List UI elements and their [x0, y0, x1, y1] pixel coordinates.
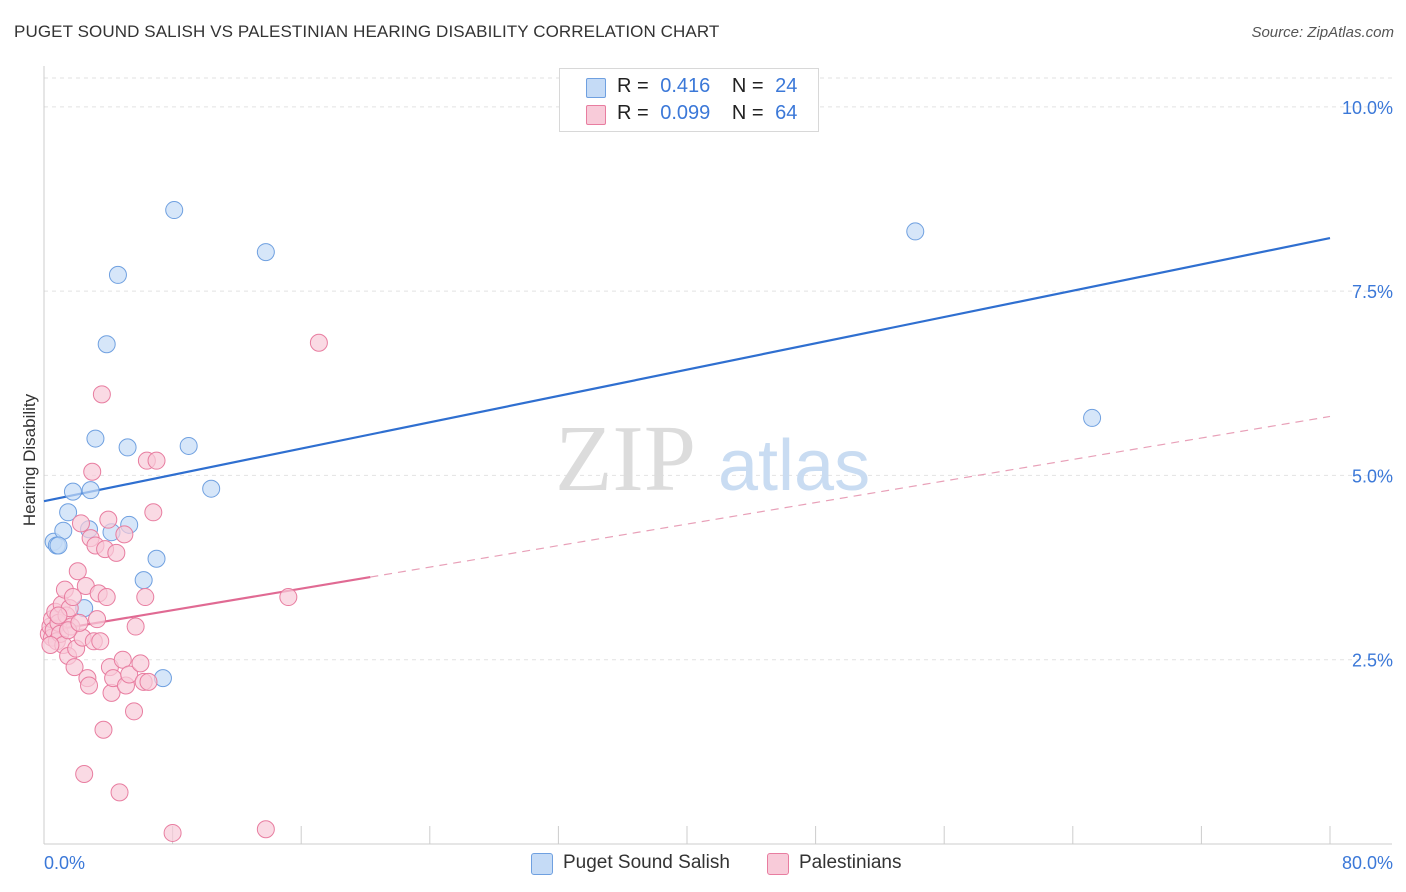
point-palestinians	[97, 588, 116, 607]
point-palestinians	[110, 783, 129, 802]
point-puget-sound-salish	[81, 481, 100, 500]
point-palestinians	[125, 702, 144, 721]
point-palestinians	[65, 658, 84, 677]
point-palestinians	[279, 588, 298, 607]
point-puget-sound-salish	[86, 429, 105, 448]
bottom-legend-label-palestinians: Palestinians	[799, 852, 902, 873]
point-palestinians	[309, 333, 328, 352]
point-palestinians	[107, 543, 126, 562]
legend-r-label: R =	[617, 75, 649, 97]
point-puget-sound-salish	[63, 482, 82, 501]
point-puget-sound-salish	[1083, 408, 1102, 427]
point-puget-sound-salish	[49, 536, 68, 555]
y-tick-label: 10.0%	[1342, 98, 1393, 118]
stats-legend: R = 0.416 N = 24 R = 0.099 N = 64	[559, 68, 819, 132]
point-palestinians	[41, 635, 60, 654]
point-palestinians	[88, 610, 107, 629]
point-puget-sound-salish	[118, 438, 137, 457]
point-puget-sound-salish	[906, 222, 925, 241]
point-palestinians	[83, 462, 102, 481]
chart-title: PUGET SOUND SALISH VS PALESTINIAN HEARIN…	[14, 22, 720, 41]
y-tick-label: 7.5%	[1352, 282, 1393, 302]
point-palestinians	[126, 617, 145, 636]
source-label: Source: ZipAtlas.com	[1251, 24, 1394, 41]
point-palestinians	[71, 514, 90, 533]
data-points	[39, 201, 1102, 842]
point-palestinians	[163, 823, 182, 842]
point-puget-sound-salish	[97, 335, 116, 354]
point-palestinians	[49, 606, 68, 625]
point-palestinians	[94, 720, 113, 739]
point-palestinians	[63, 588, 82, 607]
point-palestinians	[75, 764, 94, 783]
x-tick-label: 0.0%	[44, 853, 85, 873]
point-palestinians	[131, 654, 150, 673]
grid-lines	[44, 77, 1392, 661]
point-puget-sound-salish	[179, 436, 198, 455]
legend-n-value: 64	[775, 102, 798, 124]
point-palestinians	[99, 510, 118, 529]
point-palestinians	[115, 525, 134, 544]
point-puget-sound-salish	[134, 571, 153, 590]
point-palestinians	[139, 672, 158, 691]
point-palestinians	[120, 665, 139, 684]
tick-labels: 2.5% 5.0% 7.5% 10.0% 0.0% 80.0%	[44, 98, 1393, 873]
point-palestinians	[80, 676, 99, 695]
axes	[43, 66, 1392, 845]
point-palestinians	[144, 503, 163, 522]
legend-swatch-palestinians	[586, 105, 606, 125]
legend-r-value: 0.416	[660, 75, 711, 97]
point-puget-sound-salish	[202, 479, 221, 498]
point-palestinians	[70, 613, 89, 632]
bottom-legend-label-puget: Puget Sound Salish	[563, 852, 730, 873]
point-palestinians	[256, 820, 275, 839]
point-puget-sound-salish	[108, 265, 127, 284]
x-tick-label: 80.0%	[1342, 853, 1393, 873]
point-palestinians	[68, 562, 87, 581]
legend-n-label: N =	[731, 75, 764, 97]
point-puget-sound-salish	[165, 201, 184, 220]
watermark: ZIP atlas	[555, 407, 870, 511]
y-tick-label: 5.0%	[1352, 466, 1393, 486]
watermark-zip: ZIP	[555, 407, 696, 511]
bottom-legend-swatch-puget	[531, 853, 553, 875]
legend-r-value: 0.099	[660, 102, 711, 124]
point-puget-sound-salish	[59, 503, 78, 522]
y-tick-label: 2.5%	[1352, 651, 1393, 671]
y-axis-label: Hearing Disability	[20, 393, 39, 527]
legend-swatch-puget	[586, 78, 606, 98]
point-palestinians	[136, 588, 155, 607]
point-palestinians	[147, 451, 166, 470]
legend-n-value: 24	[775, 75, 798, 97]
bottom-legend-swatch-palestinians	[767, 853, 789, 875]
point-palestinians	[91, 632, 110, 651]
trend-line-puget-sound-salish	[43, 236, 1331, 503]
watermark-atlas: atlas	[718, 426, 870, 506]
point-puget-sound-salish	[256, 243, 275, 262]
point-puget-sound-salish	[147, 549, 166, 568]
point-palestinians	[92, 385, 111, 404]
legend-n-label: N =	[731, 102, 764, 124]
legend-r-label: R =	[617, 102, 649, 124]
